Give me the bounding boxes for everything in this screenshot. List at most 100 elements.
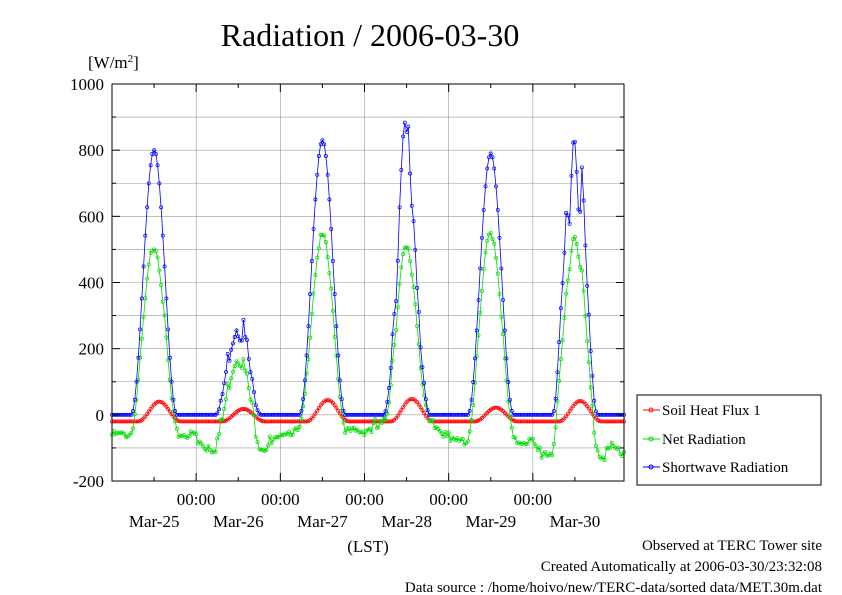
data-point xyxy=(488,151,493,156)
data-point xyxy=(439,431,444,436)
data-point xyxy=(332,403,337,408)
soil-heat-flux-series-line xyxy=(112,398,624,422)
data-point xyxy=(334,324,339,329)
data-point xyxy=(139,296,144,301)
data-point xyxy=(313,411,318,416)
data-point xyxy=(252,390,256,395)
data-point xyxy=(227,386,232,391)
data-point xyxy=(508,414,512,419)
x-tick-time-label: 00:00 xyxy=(177,490,216,509)
data-point xyxy=(136,419,141,424)
data-point xyxy=(413,247,418,252)
data-point xyxy=(492,405,497,410)
data-point xyxy=(465,412,470,417)
data-point xyxy=(388,365,393,370)
soil-heat-flux-series xyxy=(110,397,626,424)
data-point xyxy=(402,402,407,407)
data-point xyxy=(569,406,574,411)
data-point xyxy=(465,439,470,444)
data-point xyxy=(264,448,269,453)
data-point xyxy=(153,152,158,156)
data-point xyxy=(418,405,423,410)
data-point xyxy=(590,411,595,416)
data-point xyxy=(494,405,498,410)
data-point xyxy=(348,428,353,433)
data-point xyxy=(448,438,453,443)
data-point xyxy=(238,407,242,412)
legend-box xyxy=(636,394,822,486)
data-point xyxy=(567,409,572,414)
data-point xyxy=(481,207,486,212)
data-point xyxy=(225,382,230,387)
data-point xyxy=(483,184,488,189)
data-point xyxy=(146,262,151,267)
data-point xyxy=(194,432,199,437)
data-point xyxy=(481,266,486,271)
data-point xyxy=(269,441,274,446)
data-point xyxy=(243,368,248,373)
x-tick-time-label: 00:00 xyxy=(261,490,300,509)
data-point xyxy=(409,203,414,208)
data-point xyxy=(423,397,428,402)
data-point xyxy=(409,272,414,277)
data-point xyxy=(551,442,556,446)
data-point xyxy=(404,245,409,250)
data-point xyxy=(311,414,316,419)
data-point xyxy=(159,282,164,287)
data-point xyxy=(160,299,165,304)
data-point xyxy=(141,264,146,269)
data-point xyxy=(229,376,234,381)
data-point xyxy=(167,355,172,360)
data-point xyxy=(306,357,311,362)
data-point xyxy=(460,437,465,441)
data-point xyxy=(574,242,579,246)
data-point xyxy=(234,328,239,333)
data-point xyxy=(241,318,246,322)
data-point xyxy=(376,425,381,430)
data-point xyxy=(252,413,256,417)
data-point xyxy=(141,314,146,319)
data-point xyxy=(157,181,162,186)
data-point xyxy=(525,441,530,446)
data-point xyxy=(243,335,248,340)
data-point xyxy=(295,412,300,417)
data-point xyxy=(387,386,391,391)
data-point xyxy=(157,268,162,273)
data-point xyxy=(406,246,411,251)
data-point xyxy=(380,420,384,425)
data-point xyxy=(564,414,569,419)
data-point xyxy=(362,433,367,437)
data-point xyxy=(122,432,127,436)
y-axis-unit-superscript: 2 xyxy=(128,53,134,65)
data-point xyxy=(564,211,569,215)
data-point xyxy=(162,264,167,269)
data-point xyxy=(588,349,593,354)
data-point xyxy=(439,412,444,417)
data-point xyxy=(134,419,139,424)
data-point xyxy=(565,213,570,218)
data-point xyxy=(572,139,577,144)
data-point xyxy=(215,436,220,441)
data-point xyxy=(183,412,188,417)
data-point xyxy=(381,412,386,417)
net-radiation-series-line xyxy=(111,232,625,462)
data-point xyxy=(209,419,214,424)
data-point xyxy=(560,281,565,286)
data-point xyxy=(255,440,260,444)
legend-item-net-radiation: Net Radiation xyxy=(643,432,746,448)
data-point xyxy=(373,417,377,422)
data-point xyxy=(385,399,390,404)
data-point xyxy=(609,440,614,445)
data-point xyxy=(397,282,402,286)
data-point xyxy=(332,292,337,297)
data-point xyxy=(367,426,372,431)
data-point xyxy=(250,376,255,381)
data-point xyxy=(308,335,313,340)
data-point xyxy=(380,412,384,417)
data-point xyxy=(543,449,548,454)
data-point xyxy=(157,399,162,404)
data-point xyxy=(509,409,514,413)
data-point xyxy=(315,255,320,260)
data-point xyxy=(236,334,241,339)
data-point xyxy=(153,249,158,254)
